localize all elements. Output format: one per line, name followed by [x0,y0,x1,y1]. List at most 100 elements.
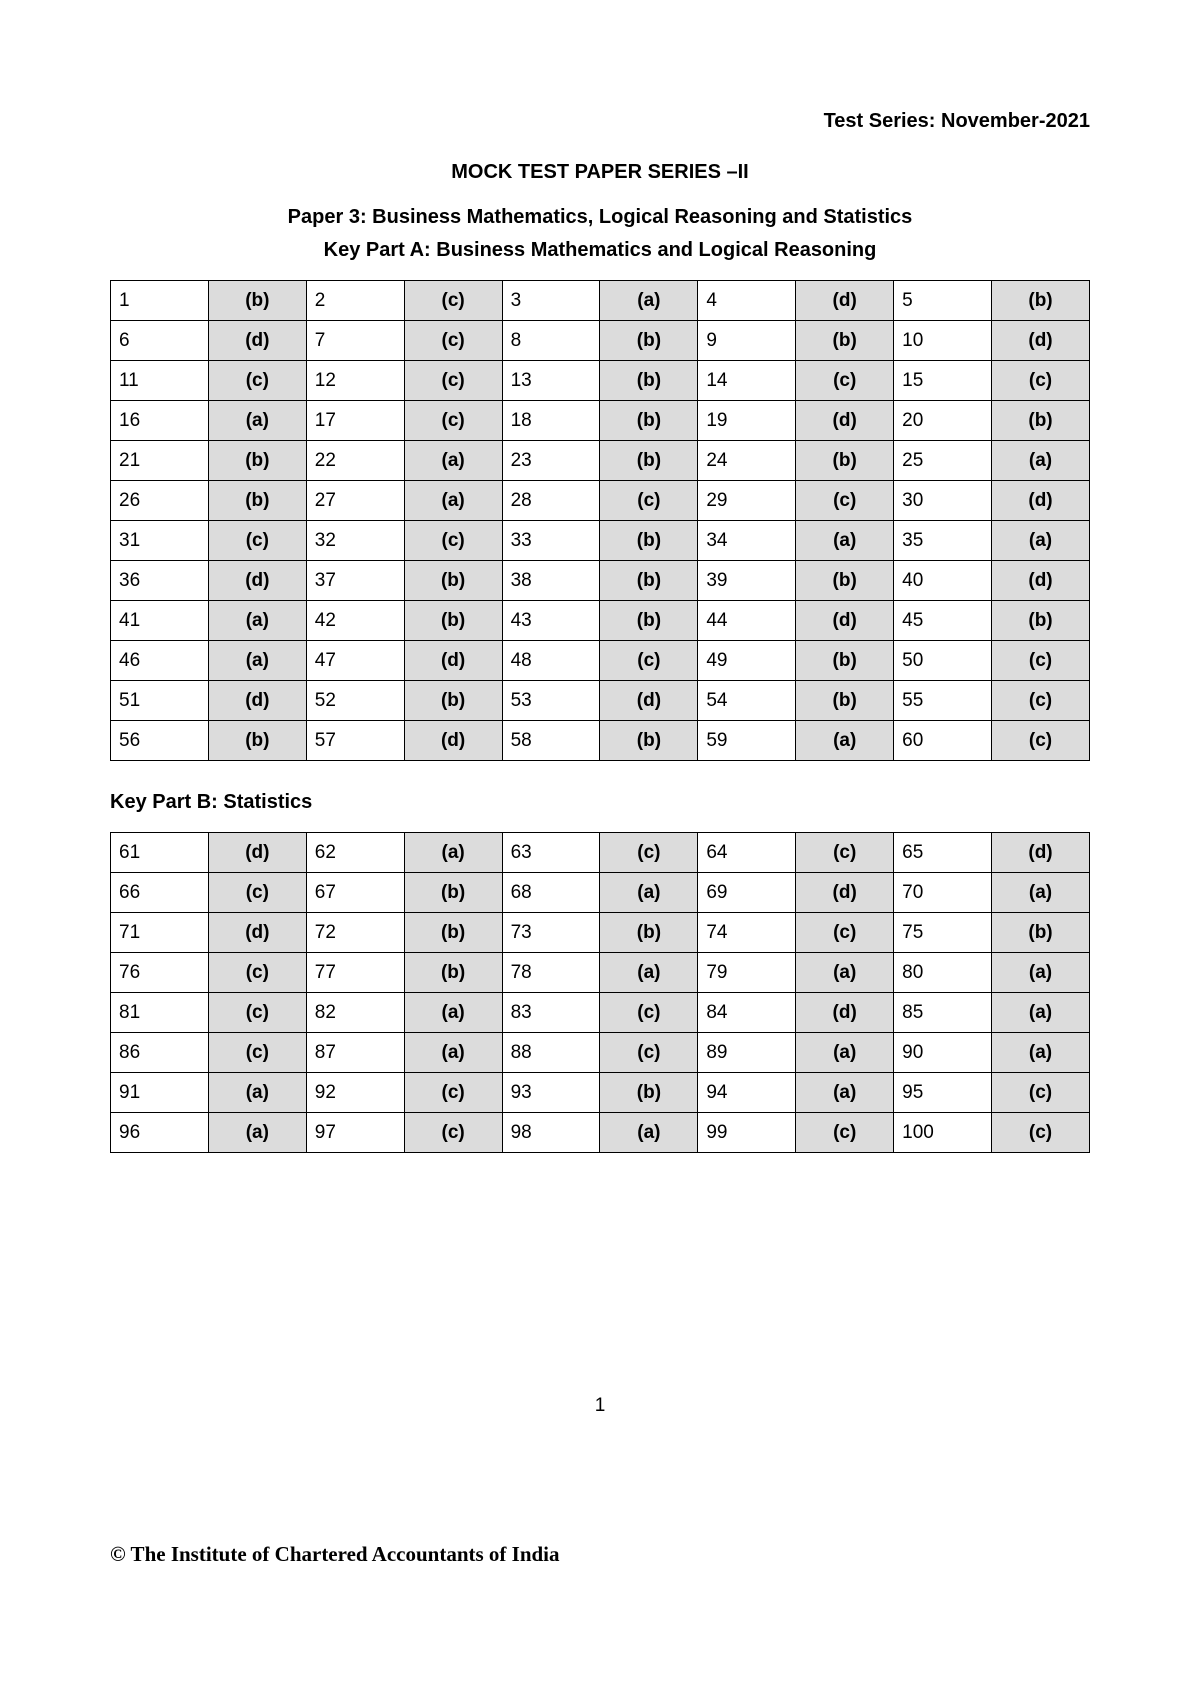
answer-cell: (a) [992,993,1090,1033]
answer-cell: (c) [404,521,502,561]
question-number: 96 [111,1113,209,1153]
answer-cell: (c) [796,833,894,873]
answer-cell: (a) [208,601,306,641]
question-number: 94 [698,1073,796,1113]
answer-cell: (c) [796,1113,894,1153]
question-number: 13 [502,361,600,401]
question-number: 35 [894,521,992,561]
answer-cell: (c) [992,681,1090,721]
answer-cell: (b) [796,441,894,481]
question-number: 45 [894,601,992,641]
answer-cell: (c) [600,833,698,873]
question-number: 27 [306,481,404,521]
question-number: 98 [502,1113,600,1153]
answer-cell: (c) [992,641,1090,681]
answer-cell: (c) [404,401,502,441]
answer-cell: (c) [796,481,894,521]
question-number: 90 [894,1033,992,1073]
question-number: 48 [502,641,600,681]
question-number: 100 [894,1113,992,1153]
question-number: 78 [502,953,600,993]
answer-cell: (b) [600,401,698,441]
question-number: 59 [698,721,796,761]
answer-cell: (c) [404,361,502,401]
question-number: 9 [698,321,796,361]
series-title: MOCK TEST PAPER SERIES –II [110,161,1090,184]
answer-cell: (c) [992,721,1090,761]
question-number: 49 [698,641,796,681]
question-number: 4 [698,281,796,321]
question-number: 19 [698,401,796,441]
answer-cell: (d) [208,561,306,601]
question-number: 25 [894,441,992,481]
answer-cell: (a) [404,993,502,1033]
question-number: 81 [111,993,209,1033]
table-row: 71(d)72(b)73(b)74(c)75(b) [111,913,1090,953]
question-number: 2 [306,281,404,321]
answer-cell: (b) [992,913,1090,953]
answer-cell: (b) [208,441,306,481]
question-number: 55 [894,681,992,721]
question-number: 33 [502,521,600,561]
question-number: 16 [111,401,209,441]
answer-cell: (a) [992,953,1090,993]
question-number: 6 [111,321,209,361]
question-number: 38 [502,561,600,601]
table-row: 41(a)42(b)43(b)44(d)45(b) [111,601,1090,641]
answer-cell: (c) [404,281,502,321]
question-number: 92 [306,1073,404,1113]
question-number: 29 [698,481,796,521]
answer-cell: (d) [992,561,1090,601]
table-row: 26(b)27(a)28(c)29(c)30(d) [111,481,1090,521]
question-number: 32 [306,521,404,561]
question-number: 54 [698,681,796,721]
answer-cell: (d) [208,681,306,721]
answer-cell: (b) [600,721,698,761]
answer-cell: (b) [600,1073,698,1113]
question-number: 67 [306,873,404,913]
answer-cell: (a) [992,441,1090,481]
question-number: 74 [698,913,796,953]
question-number: 14 [698,361,796,401]
question-number: 41 [111,601,209,641]
answer-cell: (c) [992,361,1090,401]
question-number: 11 [111,361,209,401]
question-number: 42 [306,601,404,641]
table-row: 66(c)67(b)68(a)69(d)70(a) [111,873,1090,913]
table-row: 96(a)97(c)98(a)99(c)100(c) [111,1113,1090,1153]
answer-cell: (a) [796,1033,894,1073]
question-number: 66 [111,873,209,913]
answer-cell: (c) [404,1073,502,1113]
answer-cell: (c) [208,1033,306,1073]
answer-cell: (a) [992,873,1090,913]
paper-title: Paper 3: Business Mathematics, Logical R… [110,206,1090,229]
answer-cell: (a) [796,721,894,761]
page-number: 1 [0,1395,1200,1417]
answer-cell: (a) [600,1113,698,1153]
answer-cell: (a) [992,521,1090,561]
question-number: 83 [502,993,600,1033]
table-row: 1(b)2(c)3(a)4(d)5(b) [111,281,1090,321]
answer-cell: (d) [796,993,894,1033]
answer-cell: (b) [600,601,698,641]
question-number: 47 [306,641,404,681]
answer-cell: (a) [404,481,502,521]
question-number: 77 [306,953,404,993]
table-row: 21(b)22(a)23(b)24(b)25(a) [111,441,1090,481]
question-number: 65 [894,833,992,873]
question-number: 34 [698,521,796,561]
question-number: 22 [306,441,404,481]
table-row: 91(a)92(c)93(b)94(a)95(c) [111,1073,1090,1113]
question-number: 58 [502,721,600,761]
answer-cell: (b) [796,321,894,361]
answer-cell: (a) [796,1073,894,1113]
answer-cell: (b) [796,681,894,721]
answer-cell: (a) [600,281,698,321]
table-row: 86(c)87(a)88(c)89(a)90(a) [111,1033,1090,1073]
answer-cell: (d) [600,681,698,721]
question-number: 69 [698,873,796,913]
answer-cell: (a) [208,641,306,681]
answer-cell: (a) [208,1073,306,1113]
question-number: 44 [698,601,796,641]
answer-cell: (b) [404,561,502,601]
